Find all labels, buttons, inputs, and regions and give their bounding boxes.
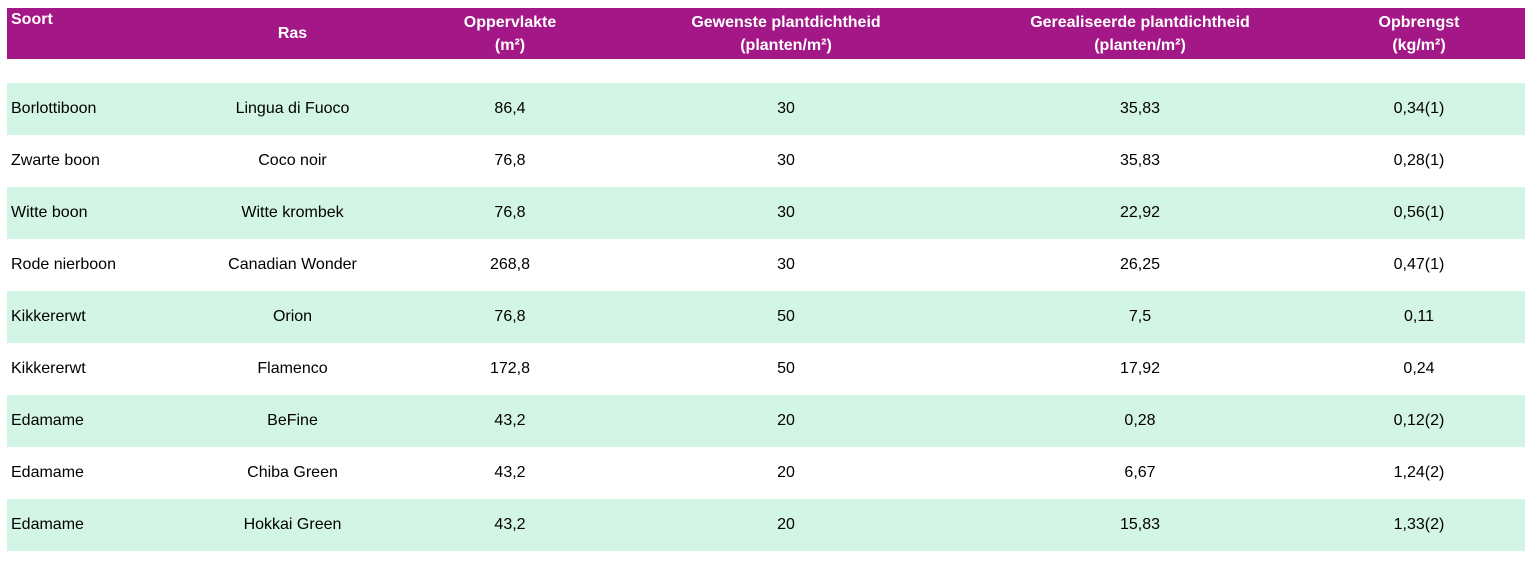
cell-ras: Flamenco: [257, 360, 328, 377]
cell-oppervlakte: 76,8: [494, 308, 526, 325]
cell-ras: Hokkai Green: [243, 516, 342, 533]
cell-gerealiseerde-plantdichtheid: 26,25: [1119, 256, 1161, 273]
cell-gewenste-plantdichtheid: 20: [777, 516, 795, 533]
cell-oppervlakte: 268,8: [489, 256, 531, 273]
cell-gerealiseerde-plantdichtheid: 15,83: [1119, 516, 1161, 533]
cell-gerealiseerde-plantdichtheid: 7,5: [1128, 308, 1152, 325]
cell-ras: BeFine: [267, 412, 318, 429]
cell-gewenste-plantdichtheid: 30: [777, 152, 795, 169]
cell-soort: Edamame: [11, 516, 84, 533]
table-row: Edamame Hokkai Green 43,2 20 15,83 1,33(…: [7, 499, 1525, 551]
cell-soort: Rode nierboon: [11, 256, 116, 273]
cell-ras: Orion: [272, 308, 313, 325]
cell-gewenste-plantdichtheid: 30: [777, 100, 795, 117]
cell-soort: Kikkererwt: [11, 308, 86, 325]
cell-opbrengst: 0,12(2): [1393, 412, 1445, 429]
table-row: Kikkererwt Flamenco 172,8 50 17,92 0,24: [7, 343, 1525, 395]
column-header-gerealiseerde-plantdichtheid: Gerealiseerde plantdichtheid (planten/m²…: [1030, 13, 1250, 54]
cell-gerealiseerde-plantdichtheid: 0,28: [1124, 412, 1156, 429]
cell-oppervlakte: 172,8: [489, 360, 531, 377]
cell-oppervlakte: 43,2: [494, 412, 526, 429]
cell-soort: Kikkererwt: [11, 360, 86, 377]
cell-gerealiseerde-plantdichtheid: 35,83: [1119, 100, 1161, 117]
header-body-gap: [7, 59, 1525, 83]
cell-opbrengst: 0,56(1): [1393, 204, 1445, 221]
cell-gewenste-plantdichtheid: 20: [777, 464, 795, 481]
cell-gewenste-plantdichtheid: 50: [777, 308, 795, 325]
table-row: Rode nierboon Canadian Wonder 268,8 30 2…: [7, 239, 1525, 291]
cell-opbrengst: 1,33(2): [1393, 516, 1445, 533]
column-header-oppervlakte: Oppervlakte (m²): [463, 13, 557, 54]
cell-gewenste-plantdichtheid: 30: [777, 256, 795, 273]
column-header-opbrengst: Opbrengst (kg/m²): [1378, 13, 1460, 54]
cell-oppervlakte: 76,8: [494, 204, 526, 221]
column-header-ras: Ras: [277, 25, 308, 42]
cell-soort: Edamame: [11, 412, 84, 429]
column-header-gewenste-plantdichtheid: Gewenste plantdichtheid (planten/m²): [691, 13, 881, 54]
cell-opbrengst: 0,28(1): [1393, 152, 1445, 169]
cell-soort: Borlottiboon: [11, 100, 97, 117]
column-header-soort: Soort: [11, 11, 53, 28]
cell-opbrengst: 0,34(1): [1393, 100, 1445, 117]
table-row: Borlottiboon Lingua di Fuoco 86,4 30 35,…: [7, 83, 1525, 135]
cell-opbrengst: 1,24(2): [1393, 464, 1445, 481]
cell-soort: Witte boon: [11, 204, 88, 221]
cell-ras: Witte krombek: [241, 204, 344, 221]
plant-density-yield-table: Soort Ras Oppervlakte (m²) Gewenste plan…: [7, 8, 1525, 551]
cell-gerealiseerde-plantdichtheid: 17,92: [1119, 360, 1161, 377]
cell-soort: Edamame: [11, 464, 84, 481]
cell-ras: Canadian Wonder: [228, 256, 357, 273]
table-row: Zwarte boon Coco noir 76,8 30 35,83 0,28…: [7, 135, 1525, 187]
cell-soort: Zwarte boon: [11, 152, 100, 169]
cell-oppervlakte: 86,4: [494, 100, 526, 117]
cell-opbrengst: 0,47(1): [1393, 256, 1445, 273]
cell-opbrengst: 0,11: [1404, 308, 1434, 325]
cell-oppervlakte: 43,2: [494, 516, 526, 533]
cell-gewenste-plantdichtheid: 50: [777, 360, 795, 377]
table-row: Witte boon Witte krombek 76,8 30 22,92 0…: [7, 187, 1525, 239]
cell-ras: Lingua di Fuoco: [235, 100, 350, 117]
table-row: Edamame Chiba Green 43,2 20 6,67 1,24(2): [7, 447, 1525, 499]
cell-gewenste-plantdichtheid: 20: [777, 412, 795, 429]
cell-gerealiseerde-plantdichtheid: 35,83: [1119, 152, 1161, 169]
table-row: Edamame BeFine 43,2 20 0,28 0,12(2): [7, 395, 1525, 447]
cell-opbrengst: 0,24: [1403, 360, 1435, 377]
cell-oppervlakte: 76,8: [494, 152, 526, 169]
table-header-row: Soort Ras Oppervlakte (m²) Gewenste plan…: [7, 8, 1525, 59]
cell-oppervlakte: 43,2: [494, 464, 526, 481]
cell-ras: Chiba Green: [247, 464, 338, 481]
table-row: Kikkererwt Orion 76,8 50 7,5 0,11: [7, 291, 1525, 343]
cell-gerealiseerde-plantdichtheid: 22,92: [1119, 204, 1161, 221]
cell-gerealiseerde-plantdichtheid: 6,67: [1124, 464, 1156, 481]
cell-ras: Coco noir: [258, 152, 327, 169]
cell-gewenste-plantdichtheid: 30: [777, 204, 795, 221]
